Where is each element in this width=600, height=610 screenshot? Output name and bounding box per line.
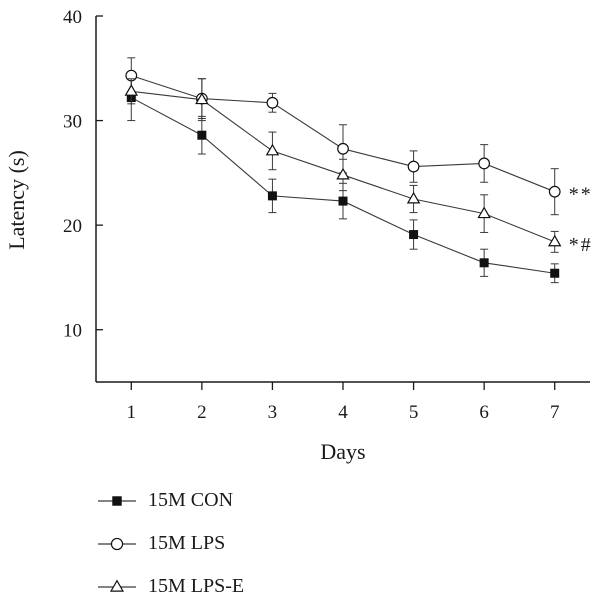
- x-tick-label: 5: [409, 402, 419, 423]
- legend-label: 15M LPS: [148, 532, 226, 554]
- x-tick-label: 2: [197, 402, 207, 423]
- data-point: [267, 191, 277, 201]
- data-point: [550, 268, 560, 278]
- x-tick-label: 1: [127, 402, 137, 423]
- data-point: [477, 206, 491, 219]
- data-point: [407, 160, 420, 173]
- y-tick-label: 40: [63, 7, 82, 28]
- series-layer: ** *#: [124, 57, 593, 284]
- legend-item-15m-con: 15M CON: [96, 486, 356, 516]
- data-point: [336, 167, 350, 180]
- series-15m-lps-e: [124, 78, 562, 253]
- significance-annotation: **: [569, 184, 593, 206]
- data-point: [265, 143, 280, 156]
- x-axis-title: Days: [320, 439, 365, 464]
- legend-marker: [112, 496, 122, 506]
- legend-marker: [109, 579, 125, 592]
- data-point: [124, 84, 139, 96]
- data-point: [266, 96, 279, 109]
- data-point: [406, 191, 421, 204]
- legend-symbol: [98, 496, 136, 506]
- legend-label: 15M CON: [148, 489, 234, 511]
- x-tick-label: 7: [550, 402, 560, 423]
- y-tick-label: 20: [63, 216, 82, 237]
- legend-marker: [110, 537, 124, 551]
- legend-item-15m-lps: 15M LPS: [96, 529, 356, 559]
- data-point: [337, 142, 349, 155]
- x-tick-label: 3: [268, 402, 278, 423]
- legend-symbol: [98, 579, 136, 592]
- x-tick-label: 6: [479, 402, 489, 423]
- data-point: [547, 234, 562, 247]
- legend-symbol: [98, 537, 136, 551]
- y-tick-label: 10: [63, 321, 82, 342]
- legend-label: 15M LPS-E: [148, 575, 245, 597]
- legend-item-15m-lps-e: 15M LPS-E: [96, 572, 356, 602]
- data-point: [338, 196, 348, 206]
- data-point: [478, 157, 491, 170]
- legend: 15M CON 15M LPS 15M LPS-E: [96, 486, 396, 606]
- data-point: [197, 130, 207, 140]
- series-15m-con: [126, 74, 560, 284]
- data-point: [548, 185, 561, 198]
- data-point: [195, 92, 209, 105]
- axes: 10 20 30 40 1 2 3 4 5 6 7: [63, 7, 590, 423]
- y-axis-title: Latency (s): [4, 150, 29, 250]
- x-tick-label: 4: [338, 402, 348, 423]
- y-tick-label: 30: [63, 112, 82, 133]
- data-point: [409, 230, 419, 240]
- data-point: [479, 258, 489, 268]
- significance-annotation: *#: [569, 234, 593, 256]
